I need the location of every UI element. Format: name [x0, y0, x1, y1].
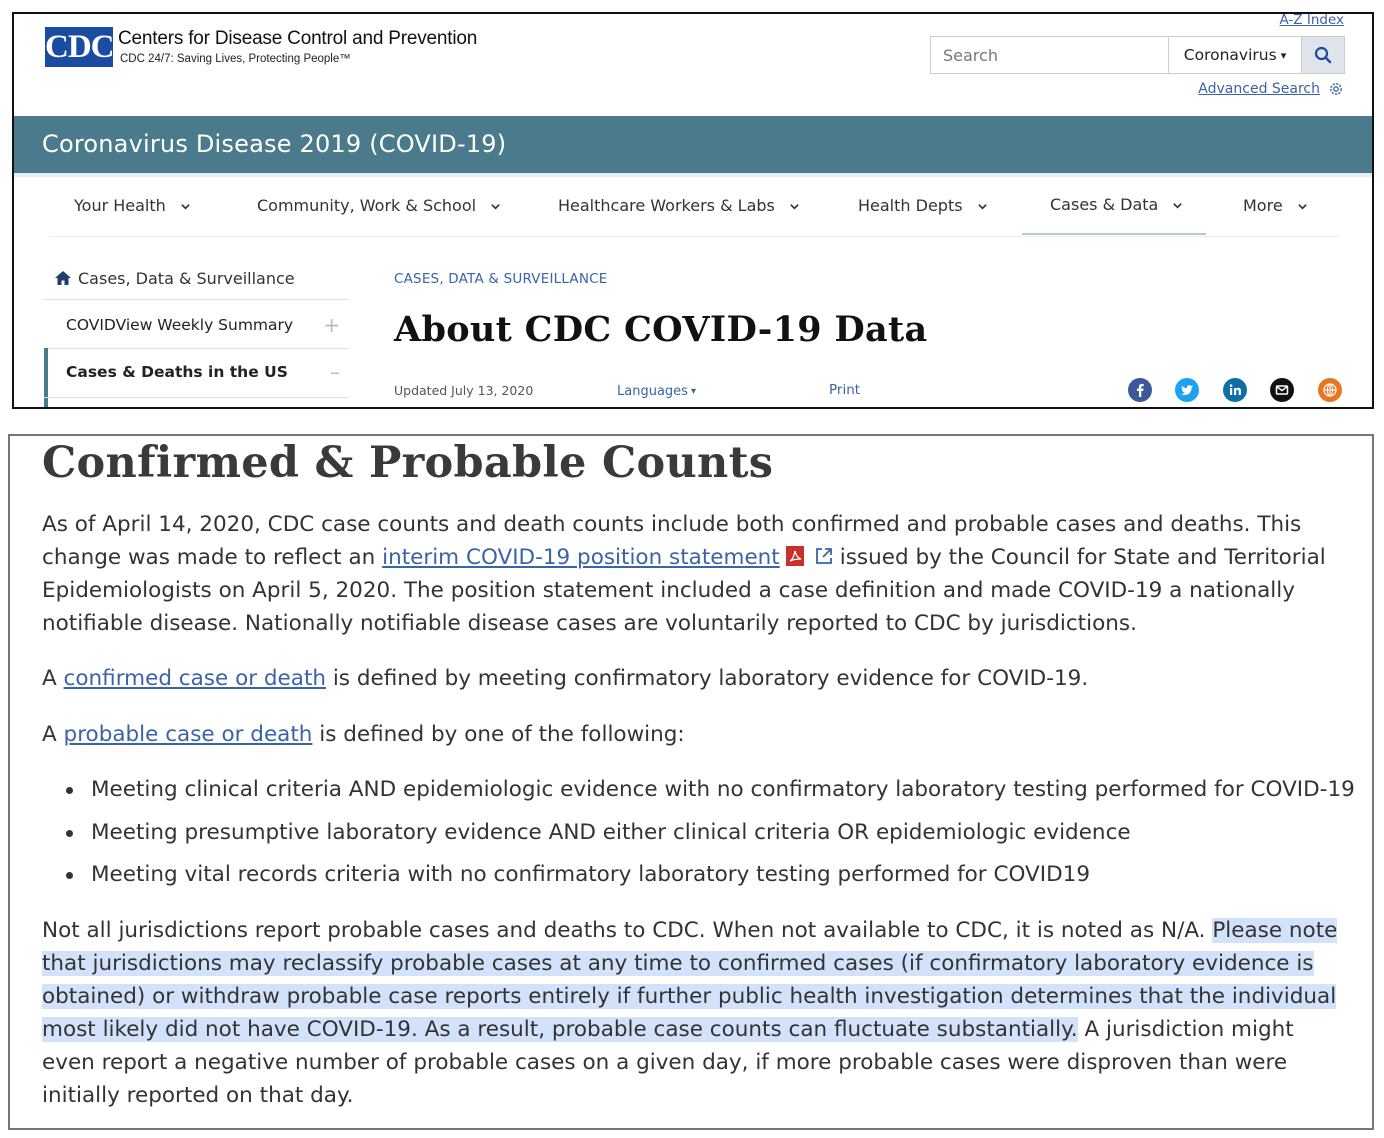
paragraph-text: issued by the Council for State and Terr…	[42, 545, 1326, 636]
collapse-icon[interactable]: –	[330, 360, 340, 384]
pdf-icon	[785, 546, 804, 566]
facebook-icon[interactable]	[1128, 378, 1152, 402]
advanced-search[interactable]: Advanced Search	[1198, 81, 1344, 97]
expand-icon[interactable]: +	[323, 313, 340, 337]
home-icon	[55, 271, 71, 285]
content-screenshot-panel: Confirmed & Probable Counts As of April …	[8, 434, 1374, 1130]
tagline: CDC 24/7: Saving Lives, Protecting Peopl…	[120, 53, 351, 65]
sidebar-item-cases-deaths[interactable]: Cases & Deaths in the US –	[66, 350, 346, 394]
search-button[interactable]	[1302, 37, 1344, 73]
sidebar-divider	[44, 299, 349, 300]
paragraph-text: A jurisdiction might even report a negat…	[42, 1017, 1294, 1108]
caret-down-icon: ▾	[690, 386, 696, 397]
search-input[interactable]	[931, 37, 1169, 73]
chevron-down-icon	[977, 203, 987, 210]
nav-label: More	[1243, 196, 1283, 215]
paragraph-intro: As of April 14, 2020, CDC case counts an…	[42, 508, 1352, 640]
paragraph-reporting-note: Not all jurisdictions report probable ca…	[42, 914, 1352, 1112]
sidebar-item-label: COVIDView Weekly Summary	[66, 316, 294, 334]
sidebar-home-label: Cases, Data & Surveillance	[78, 268, 295, 288]
bullet-icon	[66, 787, 73, 794]
search-bar: Coronavirus ▾	[930, 36, 1345, 74]
syndicate-icon[interactable]	[1318, 378, 1342, 402]
nav-divider	[50, 236, 1340, 237]
paragraph-text: A	[42, 666, 64, 691]
main-nav: Your Health Community, Work & School Hea…	[14, 177, 1372, 237]
linkedin-icon[interactable]	[1223, 378, 1247, 402]
sidebar-item-covidview[interactable]: COVIDView Weekly Summary +	[66, 303, 346, 347]
confirmed-case-link[interactable]: confirmed case or death	[63, 666, 326, 691]
search-scope-label: Coronavirus	[1183, 46, 1277, 64]
languages-dropdown[interactable]: Languages ▾	[617, 384, 696, 399]
paragraph-text: A	[42, 722, 64, 747]
page-title: About CDC COVID-19 Data	[394, 309, 928, 350]
list-item-text: Meeting presumptive laboratory evidence …	[91, 819, 1131, 845]
list-item: Meeting presumptive laboratory evidence …	[66, 816, 1356, 849]
paragraph-probable: A probable case or death is defined by o…	[42, 718, 1352, 751]
advanced-search-link[interactable]: Advanced Search	[1198, 81, 1320, 97]
header-screenshot-panel: CDC Centers for Disease Control and Prev…	[12, 12, 1374, 409]
nav-item-cases-data[interactable]: Cases & Data	[1022, 177, 1206, 235]
site-banner[interactable]: Coronavirus Disease 2019 (COVID-19)	[14, 116, 1372, 173]
breadcrumb[interactable]: CASES, DATA & SURVEILLANCE	[394, 271, 608, 287]
nav-item-more[interactable]: More	[1243, 177, 1308, 235]
nav-label: Your Health	[74, 196, 166, 215]
nav-label: Health Depts	[858, 196, 963, 215]
position-statement-link[interactable]: interim COVID-19 position statement	[382, 545, 780, 570]
org-name[interactable]: Centers for Disease Control and Preventi…	[118, 28, 478, 49]
paragraph-text: is defined by meeting confirmatory labor…	[326, 666, 1089, 691]
nav-label: Cases & Data	[1050, 195, 1159, 214]
sidebar-item-label: Cases & Deaths in the US	[66, 363, 288, 381]
list-item-text: Meeting vital records criteria with no c…	[91, 862, 1091, 887]
chevron-down-icon	[491, 203, 500, 210]
sidebar-divider	[44, 348, 349, 349]
nav-item-healthcare[interactable]: Healthcare Workers & Labs	[558, 177, 800, 235]
chevron-down-icon	[1173, 202, 1183, 209]
print-link[interactable]: Print	[829, 382, 861, 398]
languages-label: Languages	[617, 384, 688, 399]
twitter-icon[interactable]	[1175, 378, 1199, 402]
search-scope-dropdown[interactable]: Coronavirus ▾	[1169, 37, 1302, 73]
nav-item-your-health[interactable]: Your Health	[74, 177, 191, 235]
nav-label: Community, Work & School	[257, 196, 477, 215]
updated-date: Updated July 13, 2020	[394, 383, 534, 398]
gear-icon	[1330, 83, 1342, 95]
sidebar-home-link[interactable]: Cases, Data & Surveillance	[54, 259, 295, 297]
bullet-icon	[66, 872, 73, 879]
paragraph-confirmed: A confirmed case or death is defined by …	[42, 662, 1352, 695]
sidebar-active-indicator	[44, 348, 48, 407]
caret-down-icon: ▾	[1280, 48, 1287, 62]
nav-item-community[interactable]: Community, Work & School	[257, 177, 501, 235]
az-index-link[interactable]: A-Z Index	[1279, 12, 1344, 28]
probable-case-link[interactable]: probable case or death	[63, 722, 313, 747]
search-icon	[1314, 46, 1332, 64]
cdc-logo[interactable]: CDC	[45, 27, 115, 67]
external-link-icon	[815, 548, 832, 564]
paragraph-text: is defined by one of the following:	[312, 722, 685, 747]
nav-label: Healthcare Workers & Labs	[558, 196, 775, 215]
nav-item-health-depts[interactable]: Health Depts	[858, 177, 988, 235]
list-item-text: Meeting clinical criteria AND epidemiolo…	[91, 777, 1355, 802]
banner-title[interactable]: Coronavirus Disease 2019 (COVID-19)	[42, 130, 507, 158]
paragraph-text: As of April 14, 2020, CDC case counts an…	[42, 512, 1302, 570]
criteria-list: Meeting clinical criteria AND epidemiolo…	[66, 773, 1356, 901]
list-item: Meeting clinical criteria AND epidemiolo…	[66, 773, 1356, 806]
nav-shade	[14, 173, 1372, 177]
paragraph-text: Not all jurisdictions report probable ca…	[42, 918, 1213, 943]
list-item: Meeting vital records criteria with no c…	[66, 858, 1356, 891]
bullet-icon	[66, 829, 73, 837]
section-title: Confirmed & Probable Counts	[42, 438, 774, 488]
sidebar-divider	[44, 397, 349, 398]
chevron-down-icon	[1297, 203, 1307, 210]
chevron-down-icon	[181, 203, 190, 210]
email-icon[interactable]	[1270, 378, 1294, 402]
chevron-down-icon	[790, 203, 799, 210]
